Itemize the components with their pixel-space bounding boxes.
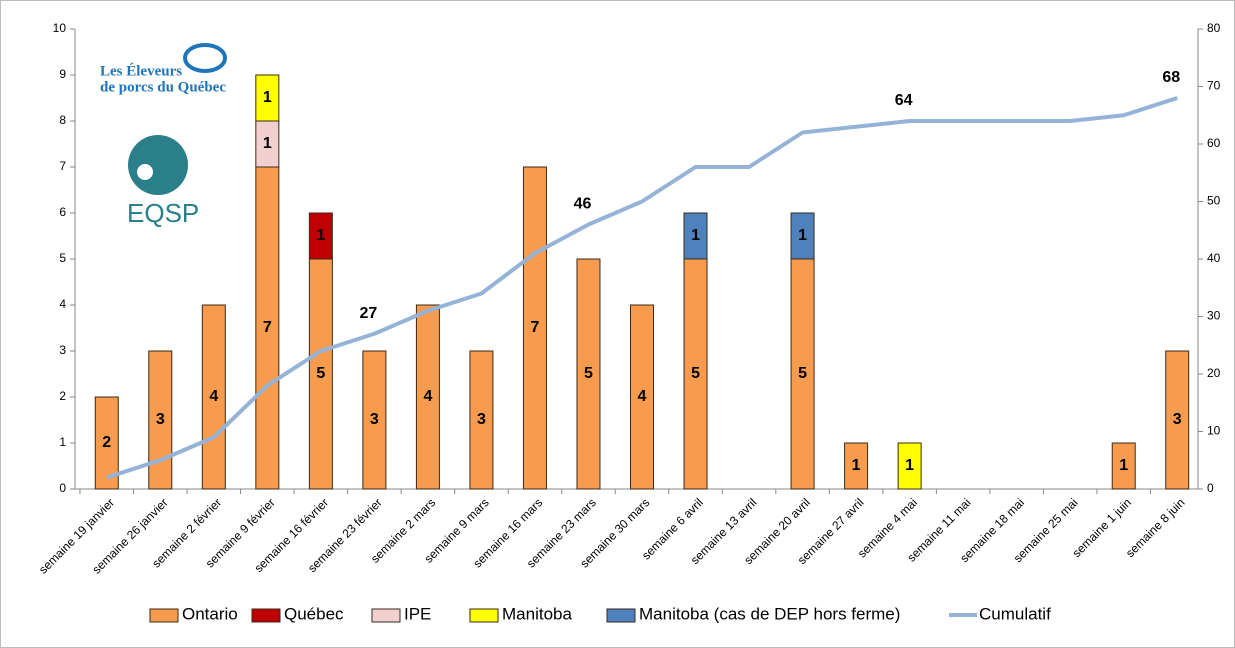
bar-segment bbox=[683, 212, 708, 260]
bar-value-label: 1 bbox=[1119, 457, 1128, 474]
bar-value-label: 3 bbox=[370, 411, 379, 428]
y-tick-label: 9 bbox=[59, 67, 66, 81]
bar-segment bbox=[94, 396, 119, 490]
logo-text: de porcs du Québec bbox=[100, 79, 226, 95]
legend-swatch bbox=[371, 608, 401, 623]
bar-value-label: 1 bbox=[905, 457, 914, 474]
y2-tick-label: 80 bbox=[1207, 21, 1221, 35]
y-tick-label: 4 bbox=[59, 297, 66, 311]
legend-label: Manitoba (cas de DEP hors ferme) bbox=[639, 604, 900, 623]
bar-segment bbox=[415, 304, 440, 490]
logo-mark bbox=[137, 164, 153, 180]
bar-segment bbox=[576, 258, 601, 490]
logo-mark bbox=[128, 135, 188, 195]
legend-swatch bbox=[251, 608, 281, 623]
bar-segment bbox=[790, 212, 815, 260]
y2-tick-label: 60 bbox=[1207, 136, 1221, 150]
cumulative-line bbox=[106, 96, 1178, 480]
bar-value-label: 5 bbox=[316, 365, 325, 382]
bar-value-label: 4 bbox=[423, 388, 432, 405]
legend-swatch bbox=[149, 608, 179, 623]
line-value-label: 46 bbox=[574, 196, 592, 213]
bar-segment bbox=[1165, 350, 1190, 490]
bar-segment bbox=[255, 74, 280, 122]
y2-tick-label: 40 bbox=[1207, 251, 1221, 265]
bar-segment bbox=[148, 350, 173, 490]
y2-tick-label: 0 bbox=[1207, 481, 1214, 495]
y-tick-label: 6 bbox=[59, 205, 66, 219]
y2-tick-label: 70 bbox=[1207, 79, 1221, 93]
y-tick-label: 8 bbox=[59, 113, 66, 127]
legend-swatch bbox=[469, 608, 499, 623]
legend-label: Ontario bbox=[182, 604, 238, 623]
legend-label: Québec bbox=[284, 604, 344, 623]
logo: Les Éleveurs de porcs du Québec EQSP bbox=[100, 43, 227, 228]
y-tick-label: 2 bbox=[59, 389, 66, 403]
bar-value-label: 1 bbox=[798, 227, 807, 244]
bar-value-label: 4 bbox=[209, 388, 218, 405]
bar-value-label: 5 bbox=[691, 365, 700, 382]
y-tick-label: 3 bbox=[59, 343, 66, 357]
logo-text: Les Éleveurs bbox=[100, 62, 182, 79]
y-tick-label: 10 bbox=[53, 21, 67, 35]
legend-label: Cumulatif bbox=[979, 604, 1051, 623]
line-value-label: 68 bbox=[1162, 69, 1180, 86]
legend-label: Manitoba bbox=[502, 604, 572, 623]
bar-value-label: 7 bbox=[530, 319, 539, 336]
bar-value-label: 5 bbox=[584, 365, 593, 382]
y2-tick-label: 10 bbox=[1207, 424, 1221, 438]
bar-value-label: 1 bbox=[263, 89, 272, 106]
y-tick-label: 7 bbox=[59, 159, 66, 173]
bar-value-label: 7 bbox=[263, 319, 272, 336]
bar-segment bbox=[630, 304, 654, 490]
bar-value-label: 3 bbox=[1173, 411, 1182, 428]
legend-swatch bbox=[606, 608, 636, 623]
y2-tick-label: 50 bbox=[1207, 194, 1221, 208]
y-tick-label: 1 bbox=[59, 435, 66, 449]
bar-segment bbox=[362, 350, 387, 490]
bar-segment bbox=[844, 442, 869, 490]
line-value-label: 27 bbox=[359, 305, 377, 322]
bar-segment bbox=[1111, 442, 1136, 490]
line-value-label: 64 bbox=[895, 92, 913, 109]
y2-tick-label: 30 bbox=[1207, 309, 1221, 323]
bar-segment bbox=[522, 166, 547, 490]
y-tick-label: 0 bbox=[59, 481, 66, 495]
y2-tick-label: 20 bbox=[1207, 366, 1221, 380]
bar-value-label: 3 bbox=[156, 411, 165, 428]
bar-value-label: 5 bbox=[798, 365, 807, 382]
bar-value-label: 1 bbox=[263, 135, 272, 152]
bar-value-label: 1 bbox=[691, 227, 700, 244]
bar-value-label: 4 bbox=[638, 388, 647, 405]
logo-text: EQSP bbox=[127, 198, 199, 228]
bar-value-label: 1 bbox=[852, 457, 861, 474]
y-tick-label: 5 bbox=[59, 251, 66, 265]
bar-value-label: 2 bbox=[102, 434, 111, 451]
bar-segment bbox=[469, 350, 494, 490]
bar-segment bbox=[308, 212, 333, 260]
bar-value-label: 1 bbox=[316, 227, 325, 244]
bar-segment bbox=[201, 304, 226, 490]
bar-segment bbox=[897, 442, 922, 490]
legend-label: IPE bbox=[404, 604, 431, 623]
bar-value-label: 3 bbox=[477, 411, 486, 428]
logo-mark bbox=[183, 43, 227, 73]
